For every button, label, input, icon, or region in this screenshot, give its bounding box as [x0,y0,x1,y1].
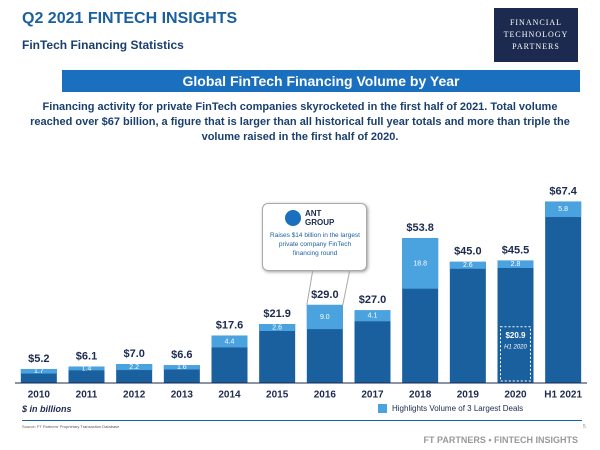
total-label: $53.8 [406,222,434,234]
highlight-segment [163,365,200,370]
total-label: $45.5 [502,244,530,256]
total-label: $6.6 [171,349,192,361]
callout-leader [306,268,314,305]
divider [22,420,582,421]
logo-line: PARTNERS [512,42,560,51]
highlight-segment [497,260,534,268]
x-tick-label: H1 2021 [544,390,582,401]
h1-2020-marker [500,326,531,382]
highlight-label: 2.2 [129,364,139,371]
highlight-segment [402,238,439,289]
header-subtitle: FinTech Financing Statistics [22,38,184,52]
highlight-label: 4.1 [368,313,378,320]
highlight-segment [545,201,582,218]
bar [545,201,582,383]
footer-brand: FT PARTNERS • FINTECH INSIGHTS [423,435,579,445]
total-label: $7.0 [123,348,144,360]
logo: FINANCIAL TECHNOLOGY PARTNERS [494,8,578,62]
highlight-label: 1.4 [82,365,92,372]
total-label: $27.0 [359,294,387,306]
page-number: 5 [583,424,586,430]
bar [449,261,486,383]
highlight-segment [68,366,105,371]
description: Financing activity for private FinTech c… [30,101,570,143]
bar [497,260,534,383]
highlight-segment [211,335,248,348]
h1-2020-value: $20.9 [505,331,526,340]
h1-2020-label: H1 2020 [504,344,527,350]
x-tick-label: 2015 [266,390,289,401]
chart-title: Global FinTech Financing Volume by Year [62,70,580,92]
x-tick-label: 2018 [409,390,432,401]
bar [163,365,200,383]
highlight-label: 1.6 [177,364,187,371]
total-label: $6.1 [76,350,97,362]
x-tick-label: 2011 [76,390,98,401]
total-label: $45.0 [454,246,482,258]
highlight-label: 2.6 [463,262,473,269]
highlight-segment [354,310,391,322]
highlight-segment [20,368,57,374]
total-label: $29.0 [311,289,339,301]
ant-icon [285,210,301,226]
total-label: $17.6 [216,320,244,332]
x-tick-label: 2014 [218,390,241,401]
logo-line: TECHNOLOGY [503,30,569,39]
x-tick-label: 2016 [314,390,337,401]
callout-title: ANT GROUP [305,209,335,227]
total-label: $5.2 [28,353,49,365]
bar [259,324,296,383]
highlight-segment [449,261,486,269]
highlight-label: 4.4 [225,338,235,345]
legend-swatch [378,404,387,413]
highlight-label: 2.6 [272,324,282,331]
x-tick-label: 2013 [171,390,194,401]
x-tick-label: 2019 [457,390,480,401]
logo-line: FINANCIAL [509,18,563,27]
x-tick-label: 2012 [123,390,146,401]
highlight-label: 2.8 [511,261,521,268]
bar [68,366,105,383]
header-title: Q2 2021 FINTECH INSIGHTS [22,10,238,27]
callout-text: Raises $14 billion in the largest privat… [270,232,360,257]
highlight-label: 5.8 [558,206,568,213]
x-tick-label: 2020 [504,390,527,401]
highlight-segment [306,304,343,330]
source: Source: FT Partners' Proprietary Transac… [22,424,120,429]
highlight-segment [259,324,296,332]
total-label: $67.4 [549,185,577,197]
highlight-label: 1.7 [34,368,44,375]
legend-label: Highlights Volume of 3 Largest Deals [392,404,524,413]
highlight-label: 9.0 [320,314,330,321]
unit-note: $ in billions [22,404,72,414]
highlight-label: 18.8 [413,260,427,267]
x-tick-label: 2010 [28,390,51,401]
callout-leader [342,268,351,305]
x-tick-label: 2017 [361,390,384,401]
highlight-segment [116,364,153,371]
total-label: $21.9 [263,308,291,320]
callout: ANT GROUP Raises $14 billion in the larg… [262,203,367,271]
bar [354,310,391,383]
